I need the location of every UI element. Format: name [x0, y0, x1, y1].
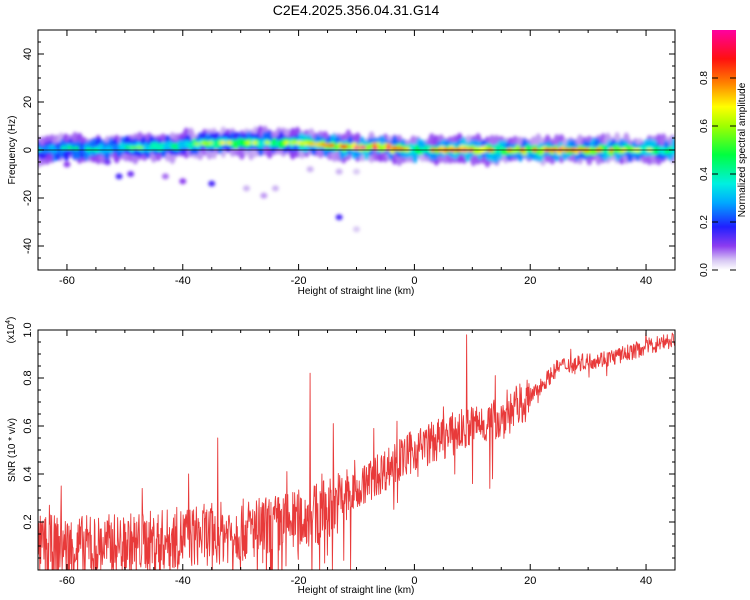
spectrogram-heat [38, 125, 675, 233]
spectrogram-blob [179, 178, 187, 185]
spectrogram-peak-cell [295, 141, 304, 145]
colorbar-tick-label: 0.0 [699, 263, 710, 277]
spectrogram-x-tick-label: 0 [411, 275, 417, 287]
spectrogram-y-label: Frequency (Hz) [7, 116, 18, 185]
spectrogram-x-tick-label: 20 [524, 275, 536, 287]
spectrogram-y-tick-label: 0 [22, 147, 34, 153]
snr-y-tick-label: 0.6 [22, 418, 34, 433]
colorbar-tick-label: 0.6 [699, 119, 710, 133]
snr-panel: -60 -40 -20 0 20 40 0.2 0.4 0.6 0.8 1.0 Height of… [5, 317, 676, 596]
colorbar: 0.0 0.2 0.4 0.6 0.8 Normalized spectral ampl… [699, 30, 748, 277]
spectrogram-peak-cell [373, 145, 379, 150]
spectrogram-blob [127, 171, 135, 177]
spectrogram-y-axis: -40 -20 0 20 40 [22, 29, 675, 271]
snr-y-tick-label: 0.2 [22, 514, 34, 529]
spectrogram-peak-cell [339, 144, 349, 149]
colorbar-tick-label: 0.4 [699, 167, 710, 181]
spectrogram-peak-cell [200, 141, 208, 146]
spectrogram-y-tick-label: 40 [22, 48, 34, 60]
colorbar-axis: 0.0 0.2 0.4 0.6 0.8 [699, 71, 736, 277]
spectrogram-peak-cell [390, 146, 399, 151]
spectrogram-peak-cell [353, 145, 360, 150]
spectrogram-peak-cell [301, 141, 310, 146]
snr-y-tick-label: 1.0 [22, 322, 34, 337]
colorbar-tick-label: 0.8 [699, 71, 710, 85]
spectrogram-y-tick-label: 20 [22, 96, 34, 108]
spectrogram-peak-cell [66, 146, 74, 150]
snr-scale-label: (x104) [5, 317, 17, 344]
spectrogram-x-axis: -60 -40 -20 0 20 40 [37, 30, 676, 287]
snr-x-tick-label: -40 [175, 575, 191, 587]
colorbar-tick-label: 0.2 [699, 215, 710, 229]
spectrogram-peak-cell [124, 145, 130, 150]
spectrogram-peak-cell [385, 146, 391, 150]
spectrogram-peak-cell [84, 147, 94, 152]
spectrogram-blob [335, 168, 343, 175]
spectrogram-blob [271, 185, 279, 192]
snr-x-axis: -60 -40 -20 0 20 40 [37, 330, 676, 587]
snr-series-line [38, 331, 675, 570]
spectrogram-peak-cell [251, 141, 258, 145]
spectrogram-peak-cell [135, 145, 145, 150]
spectrogram-peak-cell [219, 141, 227, 145]
snr-x-tick-label: 0 [411, 575, 417, 587]
spectrogram-x-label: Height of straight line (km) [298, 286, 415, 297]
snr-x-tick-label: -60 [59, 575, 75, 587]
spectrogram-y-tick-label: -40 [22, 238, 34, 254]
spectrogram-blob [353, 168, 360, 175]
spectrogram-blob [63, 161, 71, 168]
spectrogram-peak-cell [264, 141, 271, 145]
spectrogram-x-tick-label: -40 [175, 275, 191, 287]
spectrogram-peak-cell [73, 146, 80, 151]
snr-y-axis: 0.2 0.4 0.6 0.8 1.0 [22, 322, 675, 559]
spectrogram-blob [161, 173, 169, 180]
spectrogram-peak-cell [194, 142, 201, 146]
spectrogram-peak-cell [226, 141, 232, 145]
figure-title: C2E4.2025.356.04.31.G14 [273, 2, 440, 18]
spectrogram-peak-cell [314, 142, 323, 147]
spectrogram-peak-cell [129, 145, 138, 150]
snr-x-tick-label: -20 [291, 575, 307, 587]
spectrogram-peak-cell [404, 147, 410, 152]
spectrogram-peak-cell [283, 141, 289, 145]
spectrogram-panel: -60 -40 -20 0 20 40 -40 -20 0 20 40 Height of str… [7, 29, 676, 297]
spectrogram-x-tick-label: -60 [59, 275, 75, 287]
spectrogram-blob [242, 185, 250, 192]
spectrogram-peak-cell [327, 143, 335, 148]
spectrogram-blob [208, 180, 216, 187]
spectrogram-peak-cell [207, 141, 213, 145]
spectrogram-blob [306, 166, 314, 173]
snr-x-tick-label: 40 [640, 575, 652, 587]
spectrogram-blob [335, 214, 343, 221]
snr-y-label: SNR (10 * v/v) [7, 418, 18, 482]
snr-y-tick-label: 0.4 [22, 466, 34, 481]
spectrogram-peak-cell [289, 141, 297, 145]
spectrogram-peak-cell [320, 143, 329, 147]
spectrogram-y-tick-label: -20 [22, 190, 34, 206]
spectrogram-blob [46, 154, 54, 161]
spectrogram-blob [260, 192, 268, 199]
snr-y-tick-label: 0.8 [22, 370, 34, 385]
colorbar-gradient [712, 30, 736, 270]
spectrogram-peak-cell [245, 141, 251, 145]
spectrogram-blob [353, 226, 360, 233]
colorbar-label: Normalized spectral amplitude [737, 82, 748, 217]
spectrogram-x-tick-label: -20 [291, 275, 307, 287]
spectrogram-peak-cell [60, 146, 67, 150]
snr-x-label: Height of straight line (km) [298, 585, 415, 596]
snr-x-tick-label: 20 [524, 575, 536, 587]
spectrogram-x-tick-label: 40 [640, 275, 652, 287]
spectrogram-blob [103, 159, 111, 165]
spectrogram-blob [115, 173, 123, 180]
spectrogram-peak-cell [359, 145, 367, 150]
spectrogram-peak-cell [307, 142, 317, 146]
